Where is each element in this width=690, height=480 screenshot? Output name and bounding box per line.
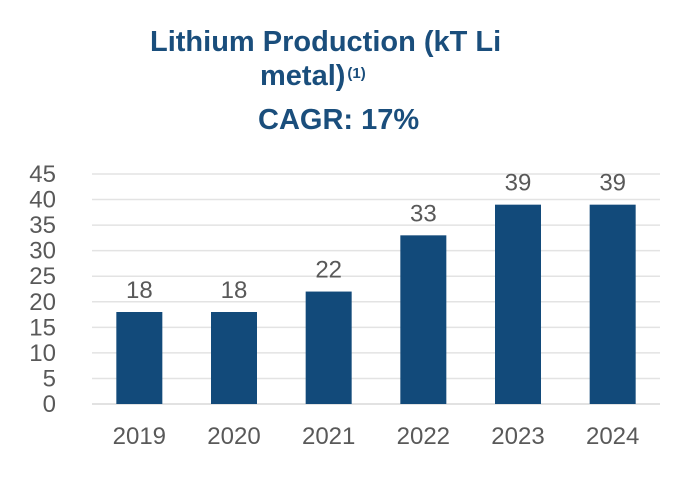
gridlines [92, 173, 660, 405]
x-tick-label-2019: 2019 [113, 423, 166, 450]
bars [116, 204, 636, 404]
bar-2020 [211, 312, 257, 404]
data-label-2022: 33 [410, 200, 437, 227]
x-tick-label-2024: 2024 [586, 423, 639, 450]
y-tick-label: 30 [29, 238, 56, 265]
y-tick-label: 35 [29, 212, 56, 239]
chart-title-line-2-text: metal) [260, 60, 346, 92]
bar-2023 [495, 204, 541, 404]
bar-2024 [589, 204, 636, 404]
x-tick-label-2020: 2020 [207, 423, 260, 450]
y-tick-label: 5 [43, 365, 56, 392]
x-tick-label-2022: 2022 [397, 423, 450, 450]
y-tick-label: 40 [29, 187, 56, 214]
data-label-2021: 22 [315, 257, 342, 284]
x-axis-tick-labels: 2019 2020 2021 2022 2023 2024 [113, 423, 640, 450]
footnote-marker: (1) [347, 65, 366, 82]
bar-2019 [116, 312, 163, 404]
chart-subtitle-cagr: CAGR: 17% [258, 104, 420, 136]
y-tick-label: 45 [29, 161, 56, 188]
x-tick-label-2023: 2023 [491, 423, 544, 450]
x-tick-label-2021: 2021 [302, 423, 355, 450]
data-label-2020: 18 [221, 277, 248, 304]
y-tick-label: 15 [29, 314, 56, 341]
data-label-2019: 18 [126, 277, 153, 304]
chart-title-line-1: Lithium Production (kT Li [150, 26, 502, 58]
chart-title-line-2: metal) (1) [260, 58, 366, 94]
data-label-2023: 39 [505, 170, 532, 197]
data-labels: 18 18 22 33 39 39 [126, 170, 626, 304]
y-tick-label: 20 [29, 289, 56, 316]
data-label-2024: 39 [599, 170, 626, 197]
y-tick-label: 0 [43, 391, 56, 418]
y-tick-label: 10 [29, 340, 56, 367]
bar-2022 [400, 235, 447, 404]
y-tick-label: 25 [29, 263, 56, 290]
bar-2021 [305, 291, 352, 404]
